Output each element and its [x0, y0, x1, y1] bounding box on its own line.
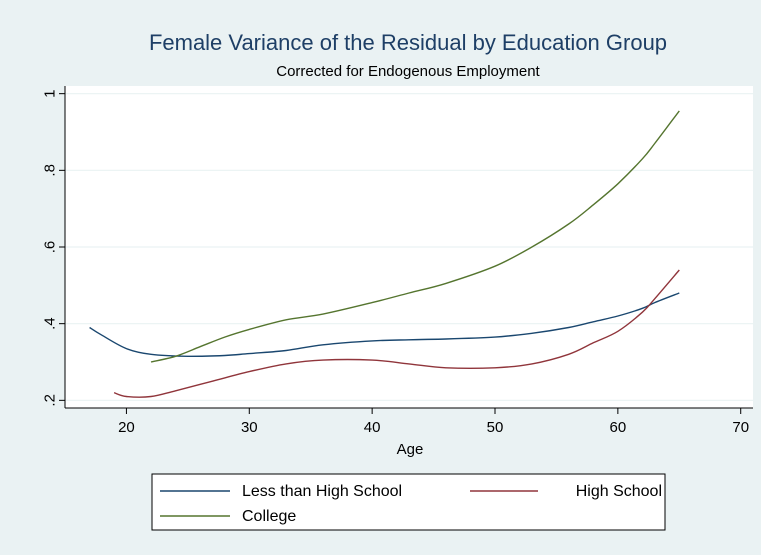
x-tick-label: 20 [118, 419, 135, 436]
legend-label-2: College [242, 508, 296, 525]
y-tick-label: .4 [41, 317, 58, 330]
legend-label-0: Less than High School [242, 483, 402, 500]
chart-subtitle: Corrected for Endogenous Employment [276, 63, 540, 80]
x-tick-label: 40 [364, 419, 381, 436]
series-lines [89, 110, 680, 398]
y-tick-label: 1 [41, 89, 58, 97]
y-tick-label: .8 [41, 164, 58, 177]
legend-box [151, 473, 666, 531]
series-line-1 [113, 269, 680, 398]
y-tick-label: .2 [41, 394, 58, 407]
x-tick-label: 60 [610, 419, 627, 436]
legend-label-1: High School [576, 483, 662, 500]
chart-title: Female Variance of the Residual by Educa… [149, 30, 667, 55]
x-tick-label: 30 [241, 419, 258, 436]
x-axis-label: Age [397, 441, 424, 458]
y-tick-label: .6 [41, 241, 58, 254]
axes: .2 .4 .6 .8 1 20 30 40 50 60 70 [41, 86, 753, 436]
gridlines [65, 93, 753, 401]
x-tick-label: 50 [487, 419, 504, 436]
series-line-2 [150, 110, 680, 363]
legend: Less than High School High School College [151, 473, 666, 531]
x-tick-label: 70 [732, 419, 749, 436]
series-line-0 [89, 292, 680, 358]
